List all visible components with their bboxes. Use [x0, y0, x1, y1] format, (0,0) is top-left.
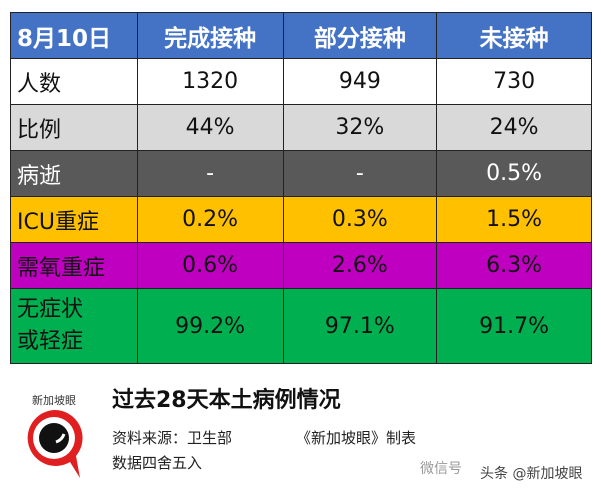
row-label: 需氧重症: [10, 242, 138, 289]
cell: 97.1%: [282, 288, 438, 364]
row-label-line2: 或轻症: [17, 329, 84, 354]
cell: 44%: [136, 104, 284, 151]
cell: 949: [282, 58, 438, 105]
cell: 0.6%: [136, 242, 284, 289]
toutiao-watermark: 头条 @新加坡眼: [480, 466, 583, 482]
svg-text:新加坡眼: 新加坡眼: [32, 393, 76, 407]
cell: -: [282, 150, 438, 197]
row-label: 病逝: [10, 150, 138, 197]
maker-text: 《新加坡眼》制表: [296, 429, 417, 447]
cell: 0.3%: [282, 196, 438, 243]
cell: 32%: [282, 104, 438, 151]
wechat-watermark: 微信号: [420, 461, 462, 477]
cases-table: 8月10日 完成接种 部分接种 未接种 人数 1320 949 730 比例 4…: [10, 12, 592, 364]
date-header: 8月10日: [10, 12, 138, 59]
row-label-line1: 无症状: [17, 297, 84, 322]
cell: 1320: [136, 58, 284, 105]
source-text: 资料来源：卫生部: [112, 429, 233, 447]
header-row: 8月10日 完成接种 部分接种 未接种: [10, 12, 592, 59]
table-row: 病逝 - - 0.5%: [10, 150, 592, 197]
rounding-note: 数据四舍五入: [112, 454, 203, 472]
cell: 2.6%: [282, 242, 438, 289]
partially-vaccinated-header: 部分接种: [282, 12, 438, 59]
singapore-eye-logo: 新加坡眼: [27, 393, 83, 478]
table-row: 无症状或轻症 99.2% 97.1% 91.7%: [10, 288, 592, 364]
chart-title: 过去28天本土病例情况: [112, 388, 341, 413]
row-label: 无症状 或轻症: [10, 288, 138, 364]
cell: 91.7%: [436, 288, 592, 364]
fully-vaccinated-header: 完成接种: [136, 12, 284, 59]
cell: -: [136, 150, 284, 197]
row-label: 人数: [10, 58, 138, 105]
row-label: ICU重症: [10, 196, 138, 243]
unvaccinated-header: 未接种: [436, 12, 592, 59]
table-row: ICU重症 0.2% 0.3% 1.5%: [10, 196, 592, 243]
cell: 0.5%: [436, 150, 592, 197]
cell: 99.2%: [136, 288, 284, 364]
cell: 0.2%: [136, 196, 284, 243]
cell: 1.5%: [436, 196, 592, 243]
table-row: 人数 1320 949 730: [10, 58, 592, 105]
cell: 730: [436, 58, 592, 105]
table-row: 需氧重症 0.6% 2.6% 6.3%: [10, 242, 592, 289]
cell: 24%: [436, 104, 592, 151]
table-row: 比例 44% 32% 24%: [10, 104, 592, 151]
row-label: 比例: [10, 104, 138, 151]
cell: 6.3%: [436, 242, 592, 289]
